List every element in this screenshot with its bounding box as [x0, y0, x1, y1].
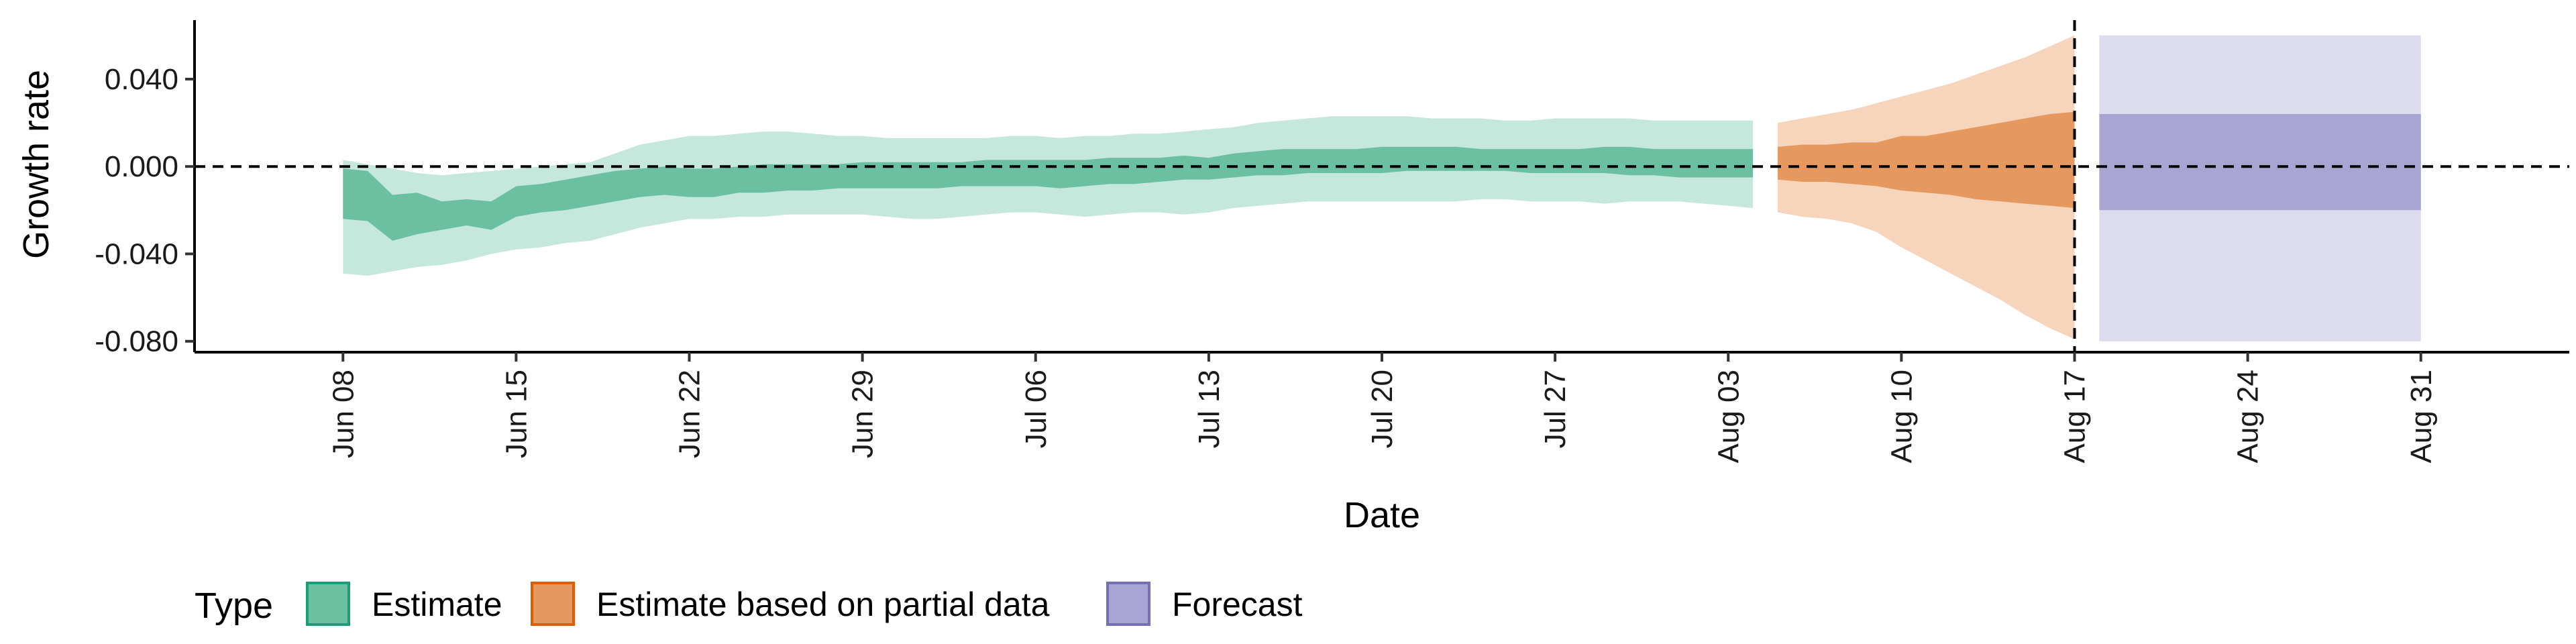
y-axis-ticks: 0.040 0.000 -0.040 -0.080	[95, 63, 195, 358]
x-tick-label: Jun 22	[674, 370, 706, 458]
x-tick-label: Jun 29	[847, 370, 879, 458]
x-tick-label: Aug 24	[2232, 370, 2265, 463]
legend-swatch	[1106, 582, 1150, 626]
legend-title: Type	[195, 586, 273, 626]
series-bands	[343, 35, 2421, 341]
reference-lines	[195, 20, 2569, 352]
legend-label: Forecast	[1172, 586, 1303, 623]
x-tick-label: Jul 27	[1539, 370, 1572, 448]
x-tick-label: Jul 20	[1366, 370, 1399, 448]
legend-item-estimate: Estimate	[306, 582, 502, 626]
legend: Type Estimate Estimate based on partial d…	[195, 582, 1303, 626]
x-axis-ticks: Jun 08 Jun 15 Jun 22 Jun 29 Jul 06 Jul 13 Jul …	[327, 352, 2438, 463]
band-50-estimate	[343, 146, 1754, 241]
band-50-estimate-based-on-partial-data	[1778, 111, 2075, 209]
legend-item-forecast: Forecast	[1106, 582, 1303, 626]
y-tick-label: 0.000	[105, 150, 178, 183]
band-50-forecast	[2099, 114, 2421, 211]
series-forecast	[2099, 35, 2421, 341]
legend-item-estimate-based-on-partial-data: Estimate based on partial data	[531, 582, 1050, 626]
legend-swatch	[531, 582, 575, 626]
x-tick-label: Aug 31	[2405, 370, 2438, 463]
x-tick-label: Jun 15	[500, 370, 533, 458]
x-tick-label: Aug 03	[1712, 370, 1745, 463]
y-tick-label: 0.040	[105, 63, 178, 96]
x-axis-title: Date	[1344, 495, 1420, 535]
series-estimate	[343, 116, 1754, 276]
series-estimate-based-on-partial-data	[1778, 35, 2075, 339]
y-tick-label: -0.080	[95, 325, 178, 358]
y-axis-title: Growth rate	[16, 70, 56, 259]
legend-label: Estimate based on partial data	[596, 586, 1050, 623]
x-tick-label: Jul 06	[1020, 370, 1053, 448]
x-tick-label: Jul 13	[1193, 370, 1226, 448]
x-tick-label: Aug 10	[1885, 370, 1918, 463]
y-tick-label: -0.040	[95, 237, 178, 270]
x-tick-label: Aug 17	[2059, 370, 2092, 463]
x-tick-label: Jun 08	[327, 370, 360, 458]
legend-label: Estimate	[372, 586, 502, 623]
legend-swatch	[306, 582, 350, 626]
